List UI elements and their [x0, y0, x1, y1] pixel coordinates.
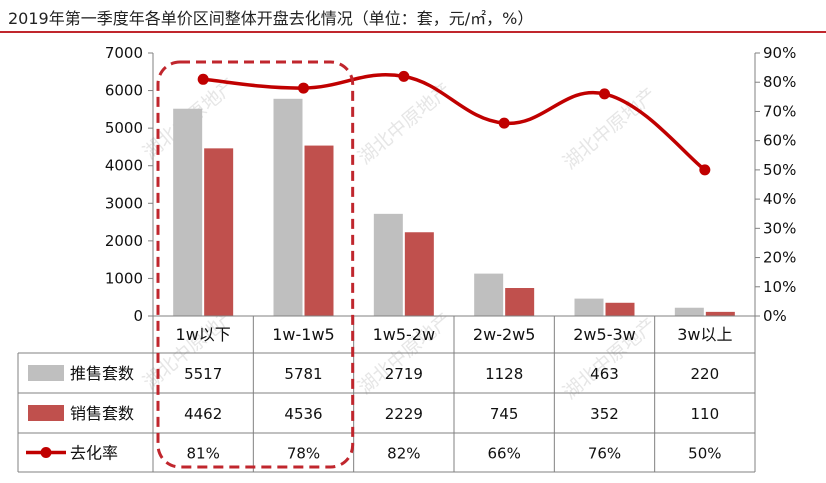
left-tick-label: 4000	[105, 157, 143, 175]
bar-supply	[273, 98, 303, 317]
rate-point	[599, 88, 610, 100]
right-tick-label: 40%	[763, 190, 796, 208]
bar-supply	[173, 108, 203, 316]
table-cell: 78%	[287, 445, 320, 463]
table-cell: 463	[590, 365, 619, 383]
table-cell: 66%	[487, 445, 520, 463]
table-cell: 76%	[588, 445, 621, 463]
legend-label: 销售套数	[70, 404, 134, 423]
rate-point	[197, 73, 209, 85]
bar-sales	[705, 311, 735, 316]
bar-sales	[304, 145, 334, 316]
bar-supply	[474, 273, 504, 316]
left-tick-label: 2000	[105, 232, 143, 250]
left-tick-label: 6000	[105, 82, 143, 100]
legend-key-supply	[28, 365, 64, 381]
watermark-4: 湖北中原地产	[354, 309, 455, 399]
legend-label: 推售套数	[70, 364, 134, 383]
legend-label: 去化率	[70, 444, 118, 463]
bar-sales	[404, 232, 434, 316]
bar-supply	[373, 213, 403, 316]
bar-supply	[674, 307, 704, 316]
left-tick-label: 7000	[105, 44, 143, 62]
table-cell: 220	[691, 365, 720, 383]
rate-point	[398, 70, 410, 82]
rate-line	[203, 73, 706, 172]
right-tick-label: 70%	[763, 102, 796, 120]
left-tick-label: 5000	[105, 119, 143, 137]
table-cell: 4462	[184, 405, 222, 423]
category-label: 3w以上	[677, 325, 732, 344]
table-cell: 82%	[387, 445, 420, 463]
chart-title: 2019年第一季度年各单价区间整体开盘去化情况（单位：套，元/㎡，%）	[8, 9, 534, 28]
rate-point	[298, 82, 309, 94]
category-label: 1w以下	[176, 325, 231, 344]
table-cell: 81%	[186, 445, 219, 463]
table-cell: 4536	[284, 405, 322, 423]
table-cell: 110	[691, 405, 720, 423]
rate-point	[498, 117, 510, 129]
right-tick-label: 0%	[763, 307, 787, 325]
category-label: 2w-2w5	[473, 325, 535, 344]
table-cell: 2229	[385, 405, 423, 423]
category-label: 2w5-3w	[573, 325, 635, 344]
bar-sales	[204, 148, 234, 316]
table-cell: 352	[590, 405, 619, 423]
table-cell: 5781	[284, 365, 322, 383]
rate-point	[699, 164, 711, 176]
highlight-box	[156, 60, 355, 469]
right-tick-label: 50%	[763, 161, 796, 179]
table-cell: 745	[490, 405, 519, 423]
bar-sales	[505, 288, 535, 316]
right-tick-label: 90%	[763, 44, 796, 62]
right-tick-label: 60%	[763, 132, 796, 150]
table-cell: 50%	[688, 445, 721, 463]
legend-key-rate-marker	[40, 447, 52, 458]
right-tick-label: 80%	[763, 73, 796, 91]
title-underline	[0, 31, 826, 33]
legend-key-sales	[28, 405, 64, 421]
right-tick-label: 20%	[763, 249, 796, 267]
left-tick-label: 1000	[105, 269, 143, 287]
table-cell: 5517	[184, 365, 222, 383]
bar-sales	[605, 302, 635, 316]
left-tick-label: 0	[133, 307, 143, 325]
bar-supply	[574, 298, 604, 316]
left-tick-label: 3000	[105, 194, 143, 212]
right-tick-label: 30%	[763, 219, 796, 237]
category-label: 1w5-2w	[373, 325, 435, 344]
table-cell: 1128	[485, 365, 523, 383]
right-tick-label: 10%	[763, 278, 796, 296]
category-label: 1w-1w5	[272, 325, 334, 344]
table-cell: 2719	[385, 365, 423, 383]
